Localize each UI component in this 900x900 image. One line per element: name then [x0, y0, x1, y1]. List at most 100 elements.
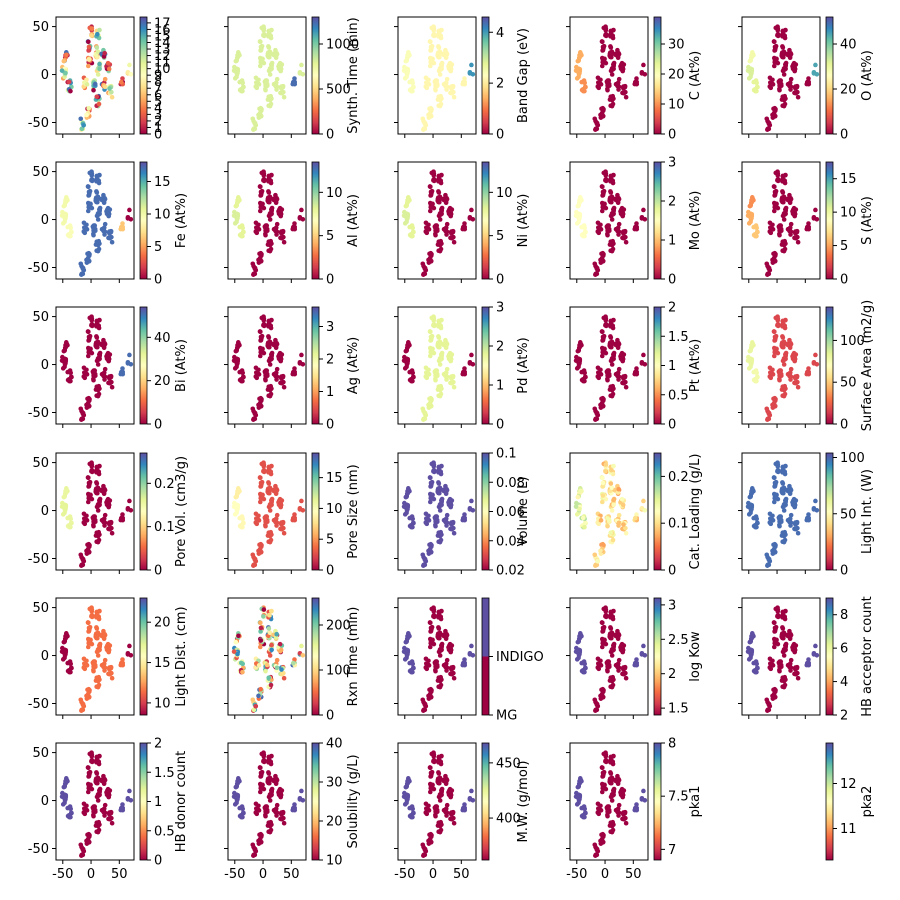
scatter-point: [791, 496, 797, 502]
scatter-point: [426, 693, 431, 699]
scatter-point: [619, 60, 625, 66]
colorbar-tick-label: 11: [154, 56, 171, 71]
scatter-point: [97, 463, 102, 469]
scatter-point: [788, 374, 794, 380]
scatter-point: [410, 88, 415, 94]
scatter-point: [767, 558, 772, 564]
scatter-point: [444, 229, 450, 235]
scatter-point: [577, 651, 582, 657]
colorbar-tick-label: 5: [154, 240, 162, 255]
scatter-point: [421, 271, 427, 277]
scatter-point: [238, 515, 244, 521]
colorbar-tick-label: 15: [840, 172, 857, 187]
scatter-point: [609, 653, 615, 658]
scatter-point: [610, 682, 616, 688]
colorbar-tick-label: 3: [496, 301, 504, 316]
scatter-point: [426, 663, 432, 668]
scatter-point: [616, 486, 621, 492]
scatter-point: [605, 523, 610, 529]
scatter-point: [120, 512, 125, 517]
scatter-point: [599, 63, 605, 69]
scatter-point: [462, 657, 467, 662]
scatter-point: [102, 657, 108, 663]
scatter-point: [775, 462, 781, 467]
scatter-point: [578, 197, 583, 203]
scatter-point: [258, 347, 264, 352]
scatter-point: [436, 481, 442, 486]
scatter-point: [253, 122, 258, 128]
scatter-point: [447, 60, 453, 66]
scatter-point: [781, 31, 786, 37]
scatter-point: [598, 257, 603, 263]
scatter-point: [772, 250, 778, 256]
scatter-point: [634, 221, 639, 226]
colorbar-gradient: [653, 16, 662, 135]
y-tick-label: -50: [28, 116, 49, 131]
scatter-point: [781, 176, 786, 182]
scatter-point: [470, 216, 476, 222]
colorbar-tick-label: 10: [840, 206, 857, 221]
scatter-point: [59, 213, 65, 218]
scatter-point: [431, 26, 437, 31]
scatter-point: [606, 517, 612, 523]
scatter-point: [235, 506, 240, 512]
scatter-point: [436, 94, 442, 99]
scatter-point: [97, 211, 102, 217]
scatter-point: [107, 86, 112, 91]
scatter-point: [433, 87, 438, 93]
scatter-point: [460, 660, 466, 666]
scatter-point: [428, 493, 434, 498]
scatter-point: [788, 229, 794, 235]
scatter-point: [95, 31, 100, 37]
scatter-point: [274, 50, 279, 56]
scatter-point: [236, 633, 241, 639]
scatter-point: [128, 361, 134, 367]
scatter-point: [449, 522, 454, 527]
scatter-point: [261, 469, 266, 474]
scatter-point: [573, 358, 579, 363]
scatter-point: [256, 663, 262, 668]
colorbar-tick-label: 6: [154, 88, 162, 103]
scatter-point: [267, 630, 273, 636]
colorbar-tick-label: 2: [668, 301, 676, 316]
scatter-point: [434, 371, 440, 377]
scatter-point: [423, 412, 428, 418]
scatter-point: [279, 231, 284, 236]
scatter-point: [102, 512, 108, 518]
scatter-point: [86, 189, 92, 195]
scatter-point: [764, 406, 770, 412]
scatter-point: [94, 239, 100, 244]
scatter-point: [573, 649, 579, 654]
axes-frame: [569, 597, 649, 716]
scatter-point: [251, 707, 257, 713]
axes-frame: [397, 452, 477, 571]
scatter-point: [277, 205, 283, 211]
scatter-point: [236, 197, 241, 203]
panels-layer: -500500123456789101112131415161705001000…: [28, 16, 875, 882]
scatter-point: [235, 360, 240, 366]
scatter-point: [428, 347, 434, 352]
scatter-point: [444, 486, 449, 492]
colorbar-tick-label: 0: [326, 564, 334, 579]
scatter-point: [268, 537, 274, 543]
colorbar-tick-label: 0.2: [154, 477, 175, 492]
scatter-point: [268, 682, 274, 688]
scatter-point: [582, 233, 587, 239]
scatter-point: [641, 352, 646, 358]
scatter-point: [781, 194, 787, 200]
scatter-point: [448, 647, 454, 653]
scatter-point: [806, 512, 811, 517]
scatter-point: [575, 639, 581, 645]
scatter-point: [795, 239, 801, 245]
scatter-point: [609, 339, 615, 345]
scatter-point: [106, 66, 112, 72]
scatter-points: [745, 24, 820, 132]
scatter-point: [231, 213, 237, 218]
scatter-points: [573, 314, 648, 422]
scatter-point: [795, 234, 800, 240]
scatter-point: [84, 693, 89, 699]
y-tick-label: -50: [28, 406, 49, 421]
scatter-point: [428, 686, 434, 692]
scatter-point: [258, 250, 264, 256]
